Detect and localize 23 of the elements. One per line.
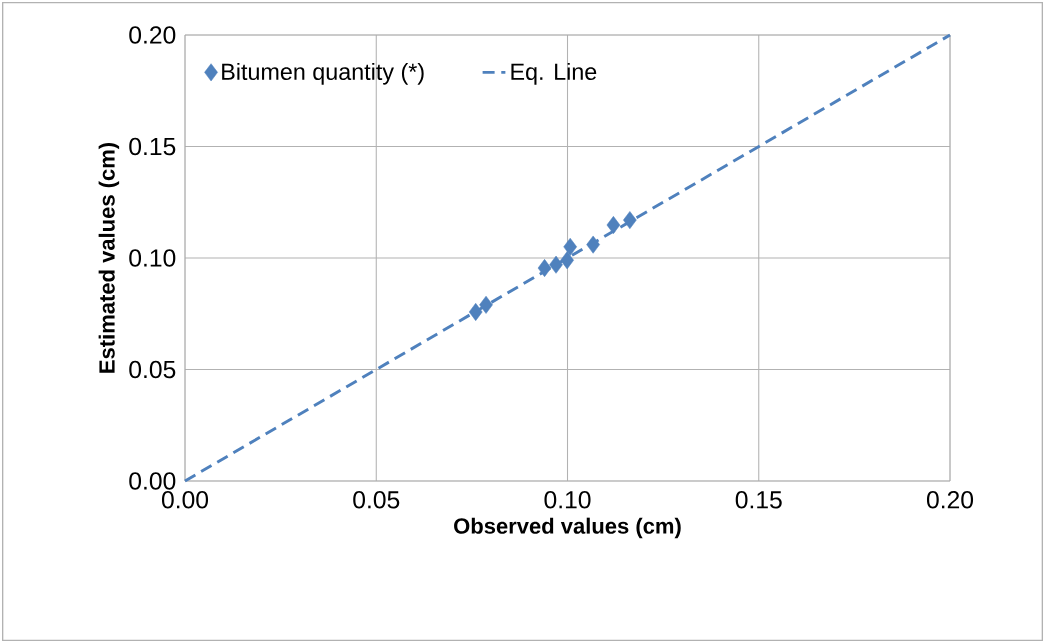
point [623,211,637,230]
point [586,235,600,254]
point [549,255,563,274]
legend-label: Eq. Line [511,62,597,85]
y-axis-title: Estimated values (cm) [98,142,120,373]
x-tick-label: 0.00 [161,491,209,509]
point [468,303,483,321]
point [560,251,574,270]
x-tick-label: 0.20 [926,491,974,509]
point [606,216,621,234]
legend-label: Bitumen quantity (*) [222,62,424,85]
x-tick-label: 0.15 [735,491,782,509]
point [479,295,493,314]
y-tick-label: 0.00 [129,472,176,490]
y-tick-label: 0.05 [129,360,176,379]
x-tick-label: 0.05 [353,491,400,509]
x-tick-label: 0.10 [544,491,591,509]
y-tick-label: 0.20 [129,26,176,44]
x-axis-title: Observed values (cm) [454,517,681,539]
point [563,237,577,256]
y-tick-label: 0.15 [129,137,176,156]
point [537,259,552,277]
y-tick-label: 0.10 [129,249,176,267]
